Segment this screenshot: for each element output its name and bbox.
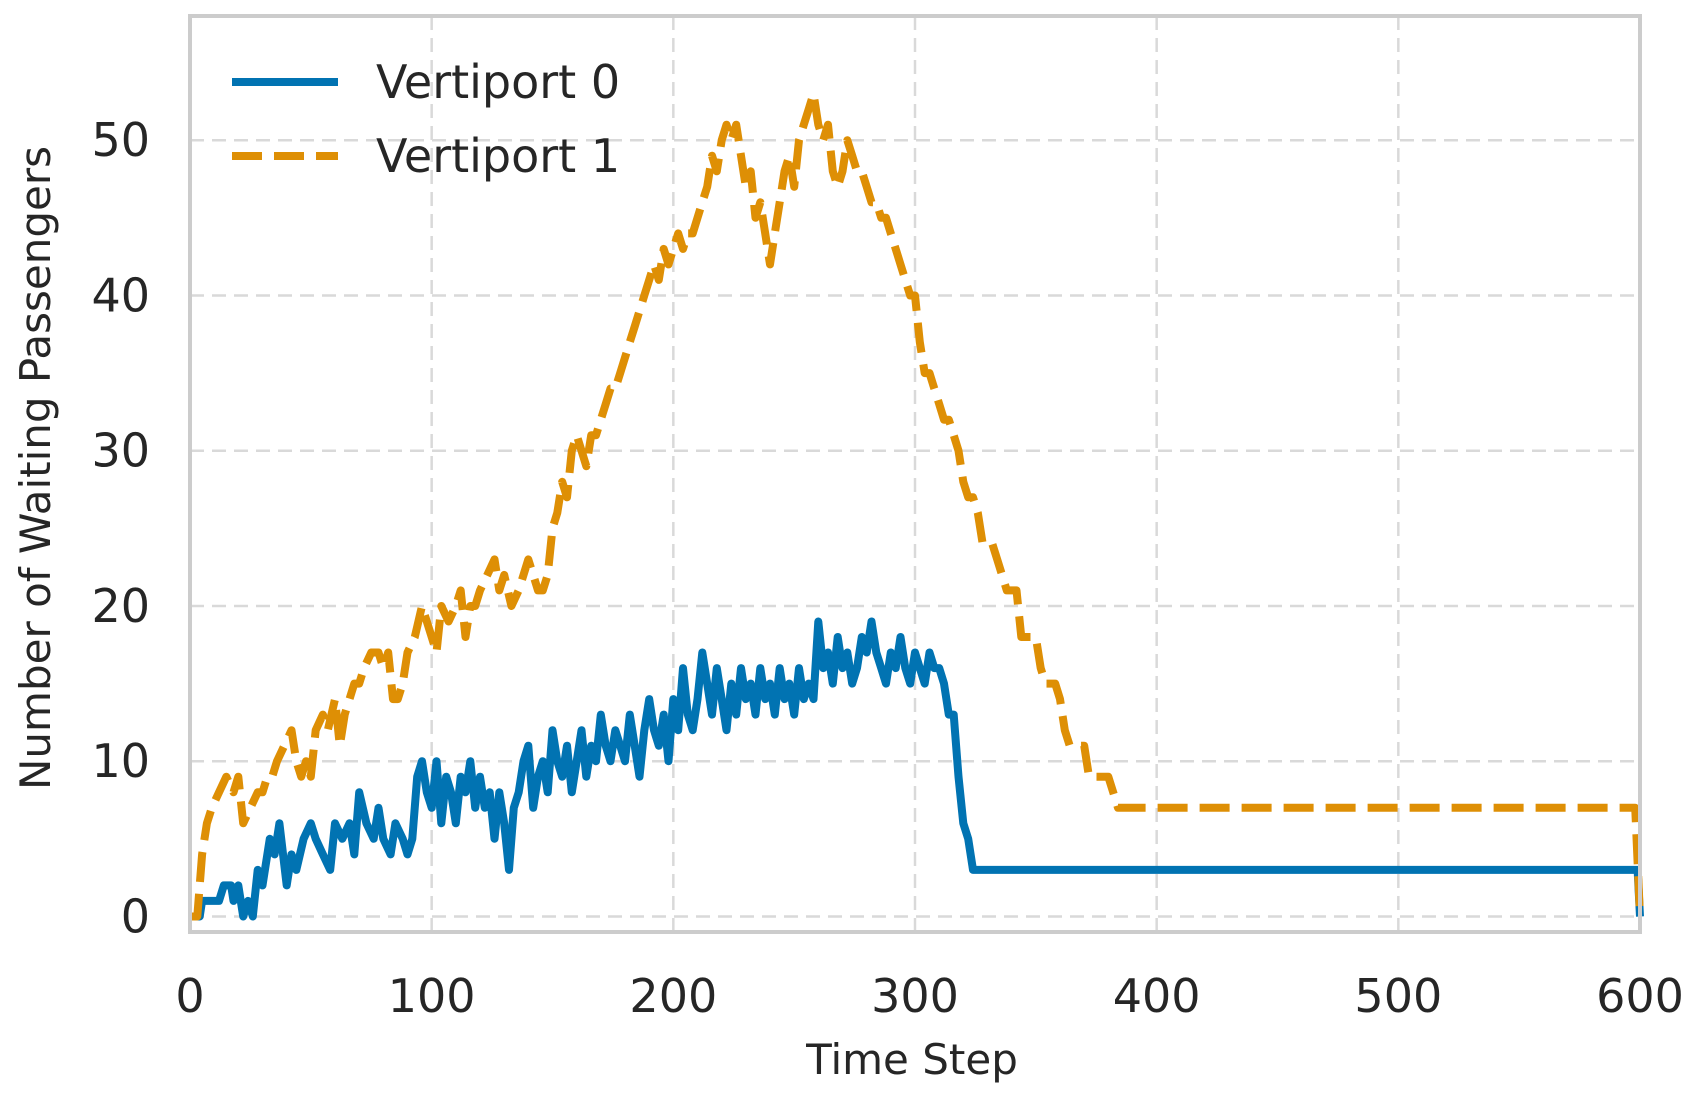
x-tick-label: 100 (388, 969, 476, 1023)
legend-label: Vertiport 1 (376, 129, 620, 183)
x-tick-label: 0 (175, 969, 204, 1023)
y-tick-label: 50 (91, 113, 150, 167)
y-tick-label: 30 (91, 424, 150, 478)
y-tick-label: 0 (121, 889, 150, 943)
x-tick-label: 500 (1354, 969, 1442, 1023)
legend: Vertiport 0 Vertiport 1 (232, 55, 620, 183)
series-layer (190, 89, 1644, 921)
y-tick-label: 40 (91, 268, 150, 322)
x-tick-label: 400 (1113, 969, 1201, 1023)
x-tick-label: 300 (871, 969, 959, 1023)
x-tick-labels: 0 100 200 300 400 500 600 (175, 969, 1684, 1023)
y-tick-labels: 0 10 20 30 40 50 (91, 113, 150, 943)
x-axis-label: Time Step (805, 1035, 1018, 1084)
plot-frame (188, 14, 1642, 934)
y-tick-label: 10 (91, 734, 150, 788)
x-tick-label: 200 (629, 969, 717, 1023)
series-line-vertiport-0 (190, 617, 1644, 921)
y-axis-label: Number of Waiting Passengers (11, 146, 60, 790)
y-tick-label: 20 (91, 579, 150, 633)
legend-label: Vertiport 0 (376, 55, 620, 109)
series-line-vertiport-1 (190, 89, 1644, 921)
x-tick-label: 600 (1596, 969, 1684, 1023)
